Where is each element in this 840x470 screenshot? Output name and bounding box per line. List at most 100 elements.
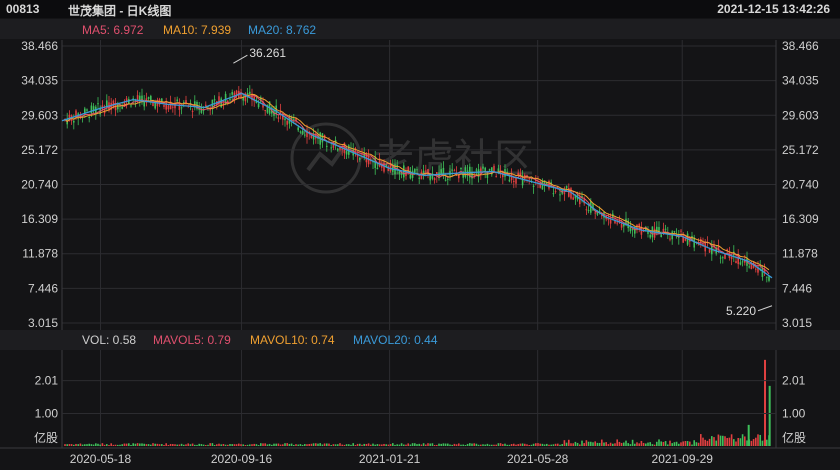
candle-body (242, 96, 244, 101)
candle-body (282, 113, 284, 120)
volume-bar (620, 442, 623, 446)
volume-bar (647, 442, 649, 446)
volume-bar (669, 440, 671, 446)
volume-bar (645, 443, 647, 446)
volume-bar (319, 443, 321, 446)
volume-bar (684, 440, 687, 446)
candle-body (75, 110, 77, 117)
candle-body (561, 188, 563, 194)
volume-bar (554, 443, 557, 446)
volume-bar (739, 438, 742, 446)
candle-body (757, 266, 759, 273)
price-tick-right: 11.878 (782, 247, 818, 261)
candle-body (301, 130, 304, 134)
candle-body (165, 101, 167, 110)
ma-legend: MA5: 6.972 MA10: 7.939 MA20: 8.762 (0, 19, 840, 39)
volume-bar (713, 437, 715, 446)
candle-body (521, 175, 524, 186)
volume-bar (607, 444, 610, 446)
candle-body (656, 226, 658, 233)
candle-body (260, 97, 262, 102)
volume-bar (222, 443, 225, 446)
candle-body (416, 169, 418, 171)
volume-bar (484, 444, 486, 446)
volume-bar (513, 443, 515, 446)
volume-bar (469, 443, 471, 446)
candle-body (431, 173, 434, 179)
volume-bar (152, 443, 154, 446)
volume-bar (383, 443, 385, 446)
candle-body (640, 227, 643, 235)
volume-bar (123, 443, 126, 446)
volume-bar (631, 439, 634, 446)
candle-body (90, 105, 93, 114)
volume-bar (161, 444, 163, 446)
volume-bar (726, 437, 728, 446)
candle-body (662, 228, 665, 233)
volume-bar (574, 441, 577, 446)
volume-bar (216, 444, 218, 446)
candle-body (568, 188, 570, 197)
candle-body (240, 94, 242, 99)
date-tick-label: 2021-01-21 (359, 452, 421, 466)
candle-body (229, 98, 231, 101)
volume-bar (262, 443, 264, 446)
volume-bar (609, 442, 612, 446)
volume-bar (636, 442, 638, 446)
candle-body (106, 100, 108, 108)
candle-body (616, 222, 618, 224)
volume-bar (667, 444, 669, 446)
candle-body (174, 103, 176, 109)
mavol10-label: MAVOL10: 0.74 (250, 333, 335, 347)
candle-body (581, 196, 583, 198)
candle-body (614, 220, 616, 224)
volume-bar (328, 443, 330, 446)
candle-body (310, 134, 313, 138)
volume-bar (288, 443, 291, 446)
volume-bar (207, 444, 209, 446)
volume-bar (220, 444, 222, 446)
volume-bar (66, 444, 68, 446)
candle-body (726, 249, 728, 251)
low-marker-line (757, 305, 773, 312)
volume-bar (601, 439, 603, 446)
candle-body (460, 167, 462, 170)
volume-tick-right: 2.01 (782, 374, 806, 388)
ma20-label: MA20: 8.762 (248, 23, 317, 37)
volume-bar (376, 444, 379, 446)
candle-body (574, 195, 577, 199)
volume-bar (64, 444, 66, 446)
volume-bar (691, 444, 693, 446)
volume-bar (308, 443, 310, 446)
volume-bar (381, 444, 383, 446)
volume-bar (559, 444, 561, 446)
candle-body (293, 118, 295, 120)
volume-bar (299, 444, 302, 446)
volume-bar (200, 444, 203, 446)
low-price-label: 5.220 (726, 304, 756, 318)
volume-bar (121, 444, 123, 446)
candle-body (634, 227, 636, 234)
volume-bar (750, 440, 753, 446)
volume-bar (462, 444, 464, 446)
volume-bar (398, 444, 401, 446)
candle-body (717, 245, 720, 250)
volume-bar (183, 444, 185, 446)
candle-body (321, 133, 324, 143)
header-bar: 00813 世茂集团 - 日K线图 2021-12-15 13:42:26 (0, 0, 840, 18)
date-tick-label: 2020-09-16 (211, 452, 273, 466)
candle-body (513, 180, 515, 182)
candle-body (440, 169, 442, 174)
volume-bar (244, 444, 247, 446)
candle-body (623, 223, 625, 227)
candle-body (673, 231, 676, 233)
volume-bar (92, 444, 95, 446)
volume-bar (363, 443, 365, 446)
candle-body (592, 203, 594, 211)
volume-bar (106, 444, 108, 446)
candle-body (84, 108, 86, 114)
candle-body (110, 102, 112, 110)
volume-bar (147, 444, 150, 446)
candle-body (482, 166, 484, 169)
candle-body (451, 169, 453, 171)
